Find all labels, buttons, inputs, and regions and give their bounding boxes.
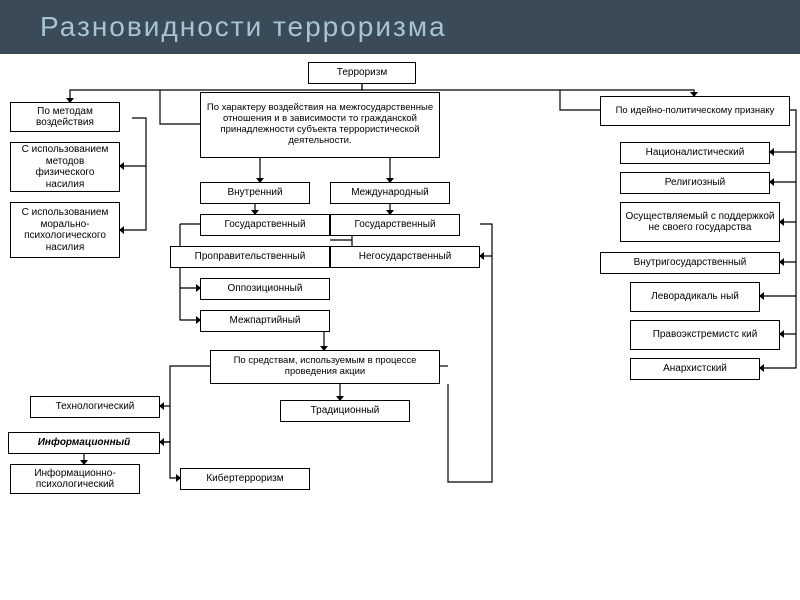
box-c_header: По характеру воздействия на межгосударст… [200, 92, 440, 158]
box-m_psy: С использованием морально-психологическо… [10, 202, 120, 258]
box-means_infopsy: Информационно-психологический [10, 464, 140, 494]
box-i_left: Леворадикаль ный [630, 282, 760, 312]
box-i_rel: Религиозный [620, 172, 770, 194]
box-i_right: Правоэкстремистс кий [630, 320, 780, 350]
box-means_header: По средствам, используемым в процессе пр… [210, 350, 440, 384]
box-m_phys: С использованием методов физического нас… [10, 142, 120, 192]
slide-title-bar: Разновидности терроризма [0, 0, 800, 54]
box-i_anarch: Анархистский [630, 358, 760, 380]
slide-title: Разновидности терроризма [40, 11, 447, 43]
box-c_nonstate: Негосударственный [330, 246, 480, 268]
box-c_internal: Внутренний [200, 182, 310, 204]
box-means_cyber: Кибертерроризм [180, 468, 310, 490]
box-c_state1: Государственный [200, 214, 330, 236]
diagram-area: Терроризм По методам воздействия С использ… [0, 54, 800, 600]
box-c_intl: Международный [330, 182, 450, 204]
box-c_state2: Государственный [330, 214, 460, 236]
box-c_oppos: Оппозиционный [200, 278, 330, 300]
box-i_nat: Националистический [620, 142, 770, 164]
box-means_tech: Технологический [30, 396, 160, 418]
box-c_progov: Проправительственный [170, 246, 330, 268]
box-i_foreign: Осуществляемый с поддержкой не своего го… [620, 202, 780, 242]
box-i_intra: Внутригосударственный [600, 252, 780, 274]
box-root: Терроризм [308, 62, 416, 84]
box-c_interparty: Межпартийный [200, 310, 330, 332]
box-m_header: По методам воздействия [10, 102, 120, 132]
box-i_header: По идейно-политическому признаку [600, 96, 790, 126]
box-means_trad: Традиционный [280, 400, 410, 422]
box-means_info: Информационный [8, 432, 160, 454]
